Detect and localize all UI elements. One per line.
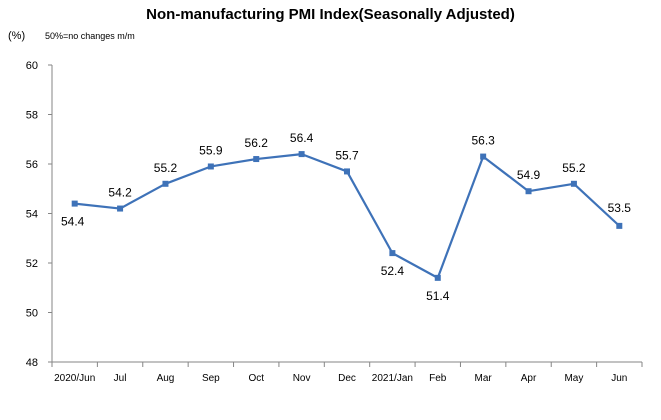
y-tick-label: 50	[26, 308, 38, 320]
x-tick-label: Apr	[521, 373, 537, 384]
data-point-marker	[480, 153, 487, 160]
data-point-marker	[253, 156, 260, 163]
data-label: 56.4	[290, 131, 314, 145]
data-point-marker	[389, 250, 396, 257]
x-tick-label: Sep	[202, 373, 220, 384]
x-tick-label: Jun	[611, 373, 627, 384]
data-point-marker	[525, 188, 532, 195]
y-tick-label: 58	[26, 110, 38, 122]
data-point-marker	[616, 222, 623, 229]
data-label: 54.4	[61, 215, 85, 229]
data-label: 52.4	[381, 264, 405, 278]
y-tick-label: 56	[26, 159, 38, 171]
data-point-marker	[434, 274, 441, 281]
data-label: 55.9	[199, 143, 223, 157]
chart-title: Non-manufacturing PMI Index(Seasonally A…	[146, 6, 515, 23]
data-point-marker	[570, 180, 577, 187]
data-label: 56.3	[471, 134, 495, 148]
data-point-marker	[117, 205, 124, 212]
data-label: 55.7	[335, 148, 359, 162]
data-label: 54.9	[517, 168, 541, 182]
x-tick-label: May	[564, 373, 583, 384]
x-tick-label: Jul	[114, 373, 127, 384]
data-label: 56.2	[245, 136, 269, 150]
x-tick-label: Oct	[248, 373, 264, 384]
chart-note: 50%=no changes m/m	[45, 31, 135, 41]
data-point-marker	[207, 163, 214, 170]
x-tick-label: Dec	[338, 373, 356, 384]
x-tick-label: Nov	[293, 373, 311, 384]
y-axis-unit-label: (%)	[8, 30, 26, 42]
y-tick-label: 52	[26, 258, 38, 270]
x-tick-label: Feb	[429, 373, 447, 384]
y-tick-label: 48	[26, 357, 38, 369]
data-point-marker	[298, 151, 305, 158]
data-label: 54.2	[108, 186, 132, 200]
x-tick-label: Mar	[475, 373, 493, 384]
y-tick-label: 60	[26, 60, 38, 72]
y-tick-label: 54	[26, 209, 38, 221]
data-point-marker	[162, 180, 169, 187]
data-label: 51.4	[426, 289, 450, 303]
x-tick-label: Aug	[157, 373, 175, 384]
x-tick-label: 2021/Jan	[372, 373, 413, 384]
data-label: 53.5	[608, 201, 632, 215]
data-point-marker	[71, 200, 78, 207]
x-tick-label: 2020/Jun	[54, 373, 95, 384]
data-label: 55.2	[562, 161, 586, 175]
data-label: 55.2	[154, 161, 178, 175]
data-point-marker	[344, 168, 350, 175]
